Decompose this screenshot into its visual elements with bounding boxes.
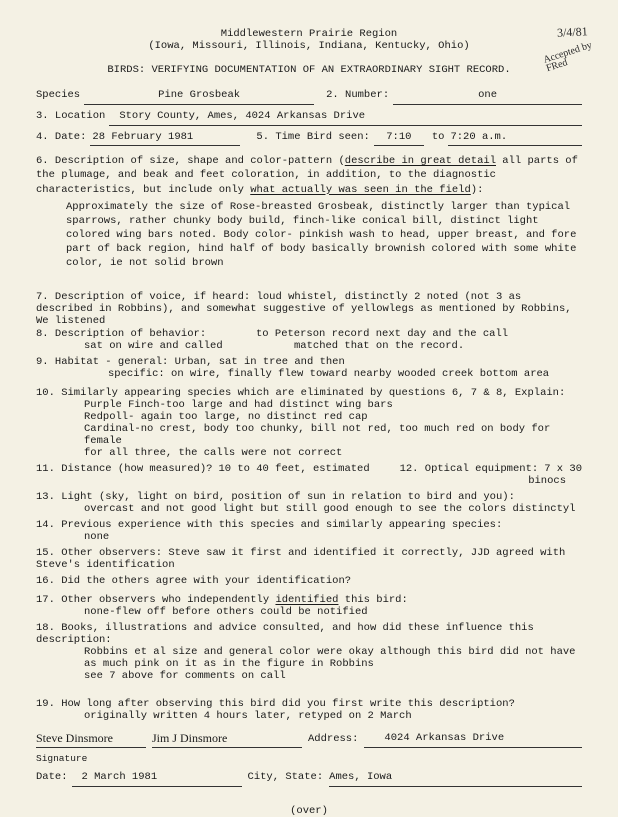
row-signature: Steve Dinsmore Jim J Dinsmore Address: 4… <box>36 729 582 748</box>
val-sigdate: 2 March 1981 <box>72 770 242 787</box>
q11-label: 11. Distance (how measured)? <box>36 463 212 475</box>
q18-l2: as much pink on it as in the figure in R… <box>36 658 582 670</box>
q19-label: 19. How long after observing this bird d… <box>36 698 582 710</box>
q10-l3: Cardinal-no crest, body too chunky, bill… <box>36 423 582 447</box>
q14-label: 14. Previous experience with this specie… <box>36 519 582 531</box>
q18-l1: Robbins et al size and general color wer… <box>36 646 582 658</box>
q17: 17. Other observers who independently id… <box>36 594 582 618</box>
q16: 16. Did the others agree with your ident… <box>36 575 582 587</box>
label-time: 5. Time Bird seen: <box>256 130 369 147</box>
header-region: Middlewestern Prairie Region (Iowa, Miss… <box>36 28 582 52</box>
q18-l3: see 7 above for comments on call <box>36 670 582 682</box>
q7: 7. Description of voice, if heard: loud … <box>36 291 582 327</box>
q7-label: 7. Description of voice, if heard: <box>36 291 250 303</box>
val-species: Pine Grosbeak <box>84 88 314 105</box>
label-to: to <box>432 130 445 147</box>
q14-body: none <box>36 531 582 543</box>
label-species: Species <box>36 88 80 105</box>
q15-label: 15. Other observers: <box>36 547 162 559</box>
val-date: 28 February 1981 <box>90 130 240 147</box>
q13: 13. Light (sky, light on bird, position … <box>36 491 582 515</box>
form-title: BIRDS: VERIFYING DOCUMENTATION OF AN EXT… <box>36 64 582 76</box>
label-date: 4. Date: <box>36 130 86 147</box>
q19-body: originally written 4 hours later, retype… <box>36 710 582 722</box>
val-address: 4024 Arkansas Drive <box>364 731 582 748</box>
q12-val-a: 7 x 30 <box>538 463 582 475</box>
q13-body: overcast and not good light but still go… <box>36 503 582 515</box>
q6-label-pre: 6. Description of size, shape and color-… <box>36 155 345 167</box>
q10-l2: Redpoll- again too large, no distinct re… <box>36 411 582 423</box>
q8: 8. Description of behavior: to Peterson … <box>36 328 582 352</box>
q10-label: 10. Similarly appearing species which ar… <box>36 387 582 399</box>
val-time-to: 7:20 a.m. <box>448 130 582 147</box>
q8-l2a: sat on wire and called <box>84 340 294 352</box>
row-date-city: Date: 2 March 1981 City, State: Ames, Io… <box>36 770 582 787</box>
q8-body-cont: to Peterson record next day and the call <box>216 328 582 340</box>
q13-label: 13. Light (sky, light on bird, position … <box>36 491 582 503</box>
row-location: 3. Location Story County, Ames, 4024 Ark… <box>36 109 582 126</box>
row-species-number: Species Pine Grosbeak 2. Number: one <box>36 88 582 105</box>
q9-label-gen: 9. Habitat - general: <box>36 356 168 368</box>
q10-l1: Purple Finch-too large and had distinct … <box>36 399 582 411</box>
row-date-time: 4. Date: 28 February 1981 5. Time Bird s… <box>36 130 582 147</box>
val-number: one <box>393 88 582 105</box>
over-indicator: (over) <box>36 805 582 817</box>
q11-val: 10 to 40 feet, estimated <box>212 463 369 475</box>
header-region-name: Middlewestern Prairie Region <box>36 28 582 40</box>
q6-label-u1: describe in great detail <box>345 155 496 167</box>
q9-spec: on wire, finally flew toward nearby wood… <box>171 368 549 380</box>
q18: 18. Books, illustrations and advice cons… <box>36 622 582 682</box>
q6: 6. Description of size, shape and color-… <box>36 154 582 270</box>
q19: 19. How long after observing this bird d… <box>36 698 582 722</box>
q10: 10. Similarly appearing species which ar… <box>36 387 582 459</box>
q9-gen: Urban, sat in tree and then <box>175 356 345 368</box>
q17-label-post: this bird: <box>338 594 407 606</box>
label-city: City, State: <box>242 770 330 787</box>
q11-q12: 11. Distance (how measured)? 10 to 40 fe… <box>36 463 582 487</box>
q12-label: 12. Optical equipment: <box>400 463 539 475</box>
q10-l4: for all three, the calls were not correc… <box>36 447 582 459</box>
val-location: Story County, Ames, 4024 Arkansas Drive <box>109 109 582 126</box>
handwritten-date: 3/4/81 <box>557 24 588 41</box>
label-number: 2. Number: <box>326 88 389 105</box>
signature-2: Jim J Dinsmore <box>152 729 302 748</box>
q6-label-post: ): <box>471 184 484 196</box>
q9: 9. Habitat - general: Urban, sat in tree… <box>36 356 582 380</box>
label-signature: Signature <box>36 752 582 766</box>
val-city: Ames, Iowa <box>329 770 582 787</box>
q17-label-u: identified <box>275 594 338 606</box>
header-states: (Iowa, Missouri, Illinois, Indiana, Kent… <box>36 40 582 52</box>
q17-body: none-flew off before others could be not… <box>36 606 582 618</box>
q15: 15. Other observers: Steve saw it first … <box>36 547 582 571</box>
q6-label-u2: what actually was seen in the field <box>250 184 471 196</box>
q16-label: 16. Did the others agree with your ident… <box>36 575 582 587</box>
q17-label-pre: 17. Other observers who independently <box>36 594 275 606</box>
label-sigdate: Date: <box>36 770 68 787</box>
q14: 14. Previous experience with this specie… <box>36 519 582 543</box>
q18-label: 18. Books, illustrations and advice cons… <box>36 622 582 646</box>
q6-body: Approximately the size of Rose-breasted … <box>36 200 582 271</box>
q8-label: 8. Description of behavior: <box>36 328 216 340</box>
q12-val-b: binocs <box>36 475 582 487</box>
val-time-from: 7:10 <box>374 130 424 147</box>
signature-1: Steve Dinsmore <box>36 729 146 748</box>
label-location: 3. Location <box>36 109 105 126</box>
q8-l2b: matched that on the record. <box>294 340 464 352</box>
label-address: Address: <box>302 732 364 748</box>
q9-label-spec: specific: <box>108 368 165 380</box>
